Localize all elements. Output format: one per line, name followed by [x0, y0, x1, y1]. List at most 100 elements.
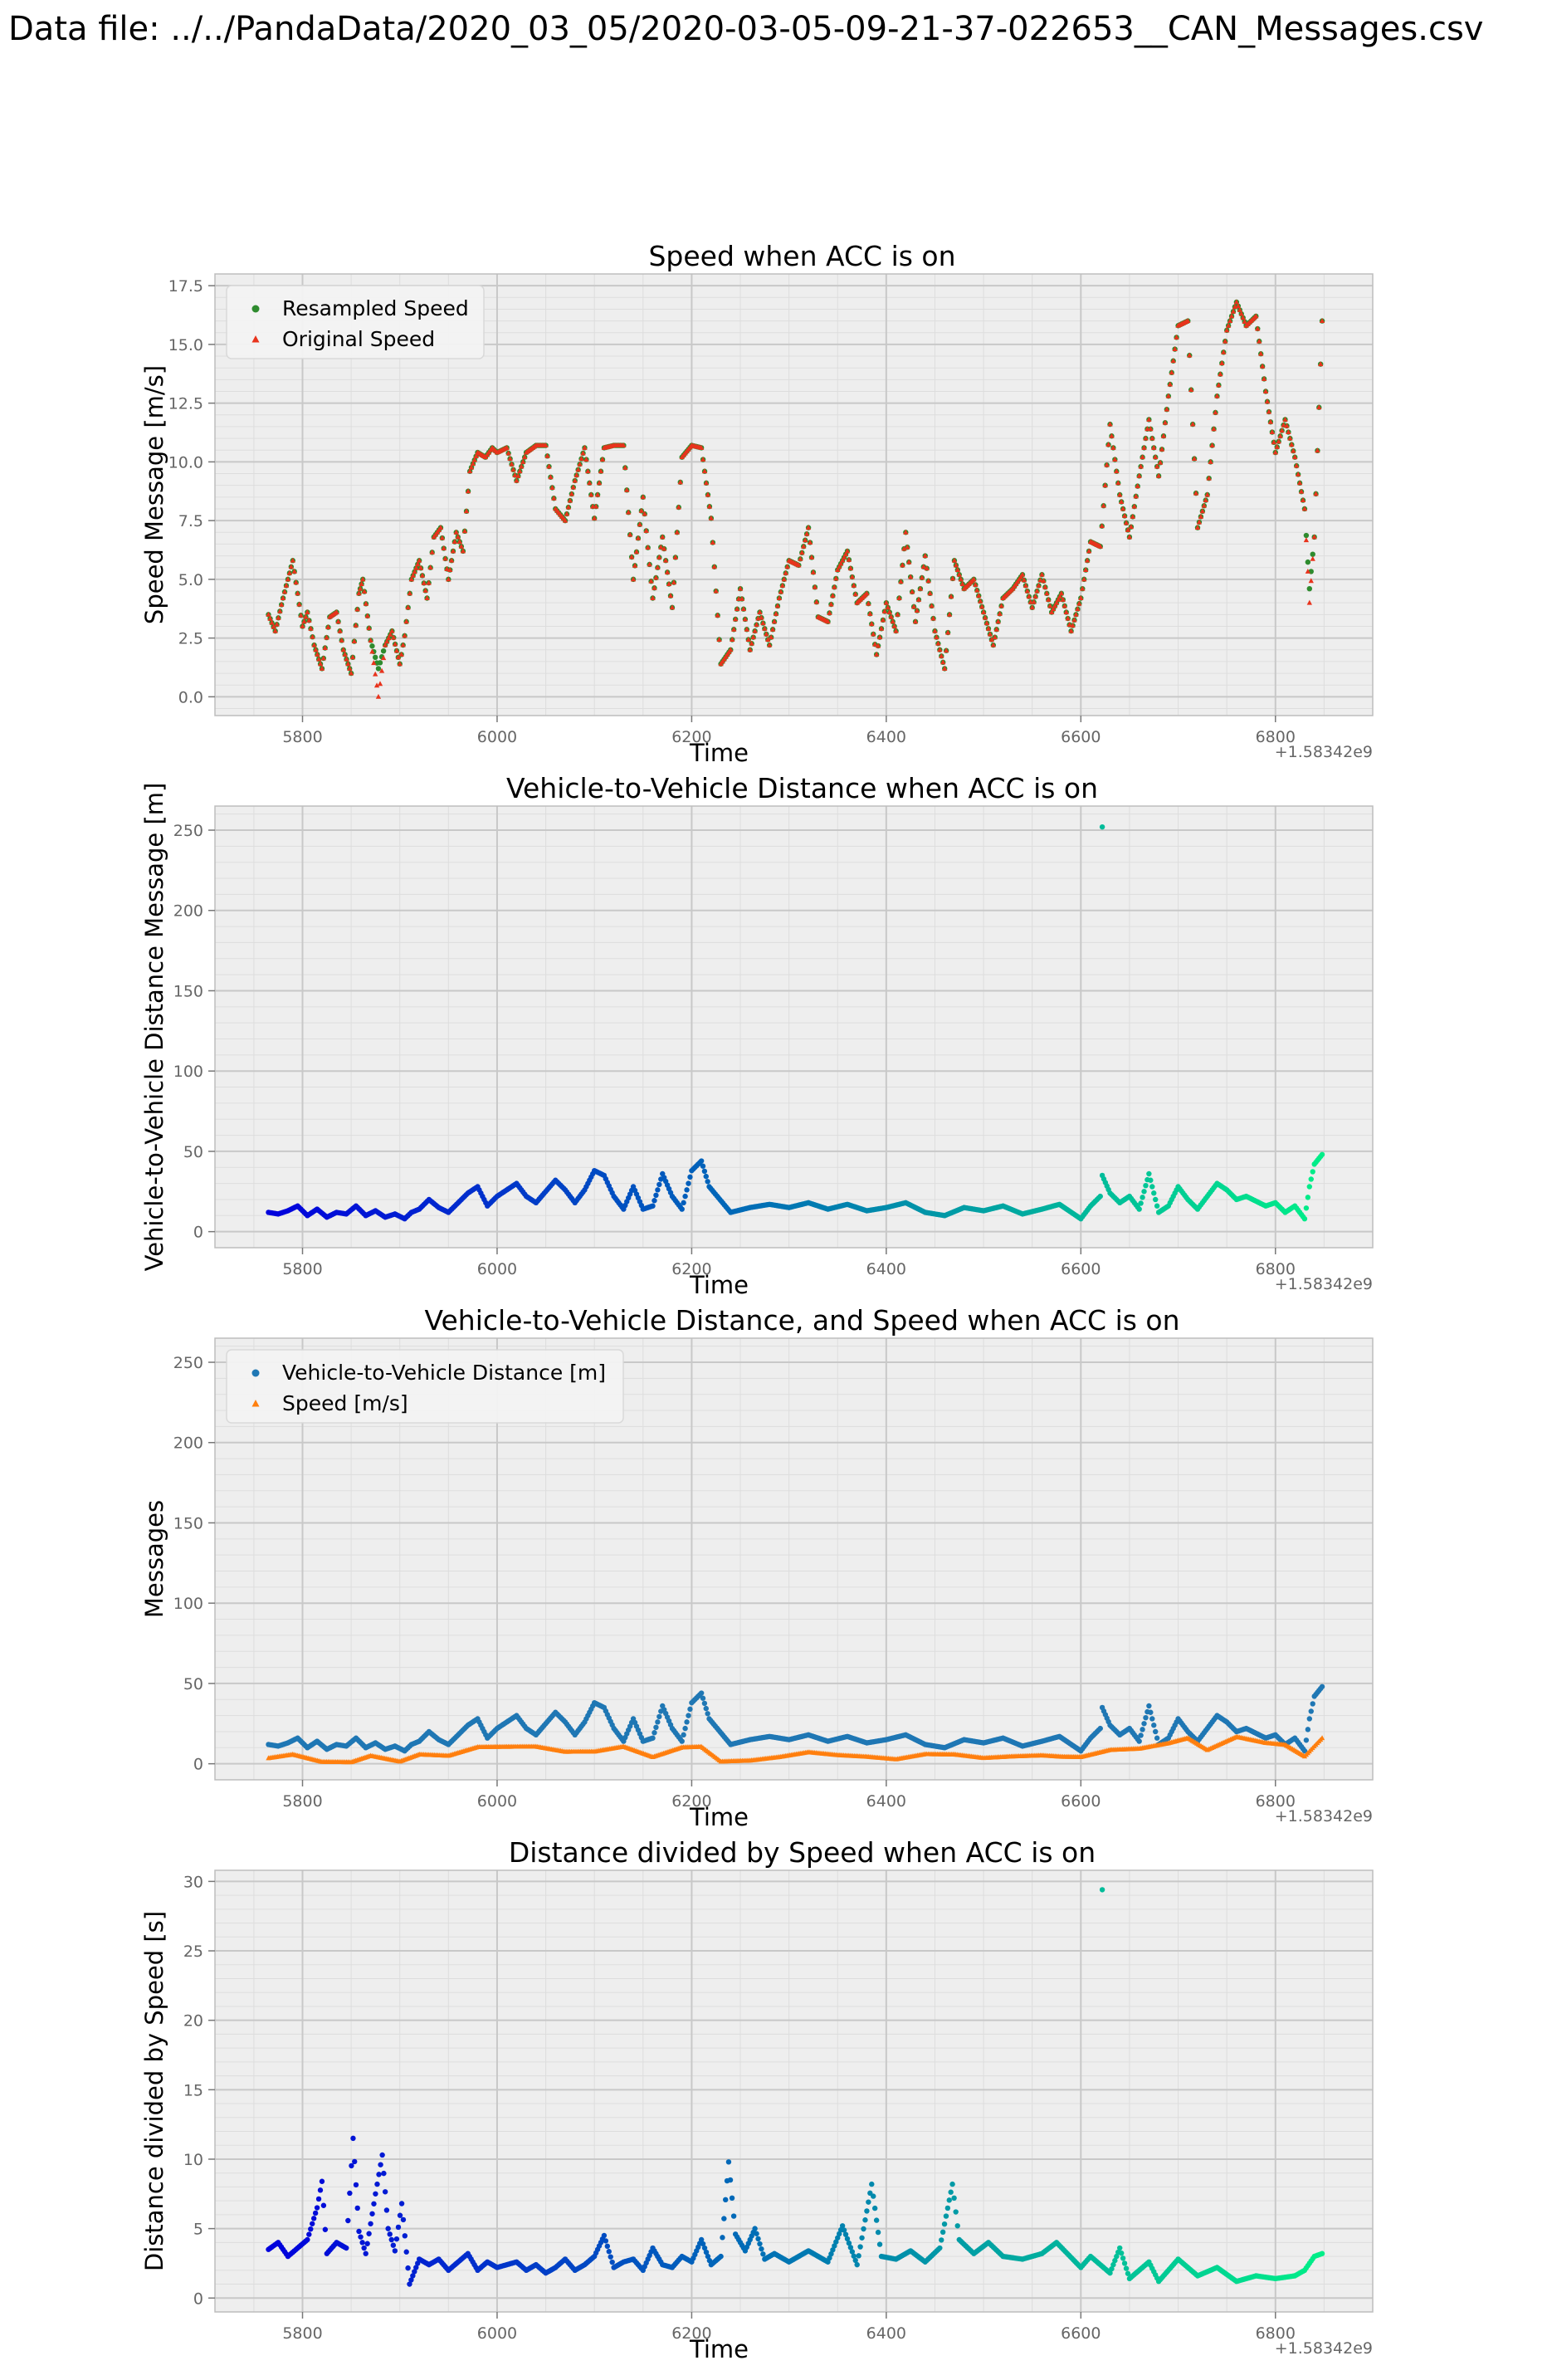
data-point-triangle: [1196, 519, 1203, 525]
data-point-triangle: [271, 623, 276, 629]
data-point-triangle: [759, 614, 764, 620]
data-point-triangle: [1104, 462, 1110, 467]
data-point: [400, 2216, 407, 2223]
data-point: [944, 2205, 951, 2211]
data-point-triangle: [448, 557, 455, 563]
data-point-triangle: [903, 529, 909, 535]
data-point-triangle: [1300, 497, 1306, 503]
data-point: [864, 2208, 870, 2214]
data-point-triangle: [769, 626, 776, 632]
data-point-triangle: [1271, 439, 1276, 445]
y-tick-label: 10: [183, 2151, 203, 2169]
data-point: [684, 1187, 690, 1193]
x-offset-label: +1.58342e9: [1275, 1807, 1373, 1825]
data-point-triangle: [1148, 426, 1154, 432]
data-point-triangle: [468, 464, 475, 470]
data-point-triangle: [624, 486, 630, 492]
data-point-triangle: [310, 633, 315, 639]
data-point-triangle: [360, 576, 366, 582]
legend-box: [226, 285, 485, 359]
y-axis-label: Vehicle-to-Vehicle Distance Message [m]: [140, 783, 168, 1272]
data-point: [655, 1187, 661, 1193]
data-point: [408, 2277, 414, 2283]
data-point: [859, 2235, 865, 2241]
data-point-triangle: [1189, 421, 1196, 427]
data-point-triangle: [633, 549, 640, 555]
data-point-triangle: [841, 554, 847, 560]
data-point-triangle: [384, 638, 390, 644]
data-point-triangle: [344, 656, 349, 662]
legend-label: Speed [m/s]: [282, 1391, 408, 1415]
data-point: [682, 1193, 688, 1200]
data-point-triangle: [650, 595, 656, 600]
data-point: [653, 1192, 659, 1199]
data-point-triangle: [776, 595, 783, 600]
plot-area: [215, 806, 1373, 1248]
data-point-triangle: [551, 495, 557, 501]
x-tick-label: 5800: [282, 1792, 322, 1811]
data-point-triangle: [974, 587, 980, 593]
data-point-triangle: [397, 661, 403, 667]
data-point-triangle: [888, 613, 894, 619]
data-point-triangle: [832, 584, 837, 589]
data-point: [833, 2239, 839, 2245]
data-point-triangle: [1024, 588, 1030, 594]
data-point-triangle: [749, 640, 754, 646]
y-tick-label: 250: [173, 822, 203, 840]
data-point-triangle: [643, 527, 649, 533]
data-point: [1154, 1203, 1160, 1209]
data-point-triangle: [971, 576, 977, 582]
data-point-triangle: [1221, 349, 1227, 354]
x-offset-label: +1.58342e9: [1275, 1275, 1373, 1293]
data-point-triangle: [301, 618, 307, 624]
data-point-triangle: [357, 585, 364, 591]
data-point-triangle: [1164, 406, 1170, 412]
plot-area: [215, 1870, 1373, 2312]
data-point-triangle: [1021, 577, 1027, 583]
data-point-triangle: [577, 461, 583, 467]
data-point-triangle: [885, 604, 891, 610]
data-point-triangle: [676, 504, 681, 510]
data-point-triangle: [274, 621, 280, 627]
data-point-triangle: [715, 612, 720, 618]
data-point-triangle: [1076, 600, 1082, 606]
data-point-triangle: [455, 534, 461, 540]
data-point: [319, 2178, 325, 2184]
data-point-triangle: [1305, 568, 1310, 574]
data-point-triangle: [316, 656, 322, 662]
data-point: [729, 2195, 735, 2202]
data-point-triangle: [798, 555, 803, 561]
data-point-triangle: [1238, 310, 1244, 316]
data-point-triangle: [1047, 603, 1053, 608]
data-point: [1141, 1189, 1147, 1195]
data-point: [701, 1168, 708, 1175]
data-point: [857, 2244, 863, 2250]
data-point-triangle: [881, 608, 888, 613]
data-point-triangle: [549, 485, 555, 490]
data-point: [1148, 1177, 1154, 1183]
x-tick-label: 6600: [1061, 2324, 1101, 2343]
data-point-triangle: [1242, 319, 1247, 324]
data-point-triangle: [944, 629, 951, 635]
data-point-triangle: [458, 543, 465, 549]
data-point: [701, 2245, 708, 2251]
y-tick-label: 15.0: [168, 336, 203, 354]
data-point-triangle: [315, 651, 320, 657]
data-point: [601, 2232, 608, 2239]
data-point-triangle: [867, 610, 873, 616]
data-point-triangle: [1044, 590, 1050, 596]
data-point-triangle: [1216, 382, 1222, 388]
data-point: [353, 2182, 359, 2188]
data-point: [322, 2226, 329, 2232]
data-point-triangle: [1277, 433, 1283, 438]
data-point: [354, 2205, 360, 2211]
x-tick-label: 6800: [1256, 1260, 1296, 1278]
data-point: [653, 1724, 659, 1731]
data-point-triangle: [901, 545, 907, 551]
data-point-triangle: [706, 503, 713, 509]
data-point: [720, 2235, 725, 2241]
data-point: [652, 1730, 657, 1736]
x-tick-label: 6800: [1256, 728, 1296, 746]
data-point-triangle: [878, 625, 885, 631]
data-point-triangle: [1292, 454, 1298, 460]
